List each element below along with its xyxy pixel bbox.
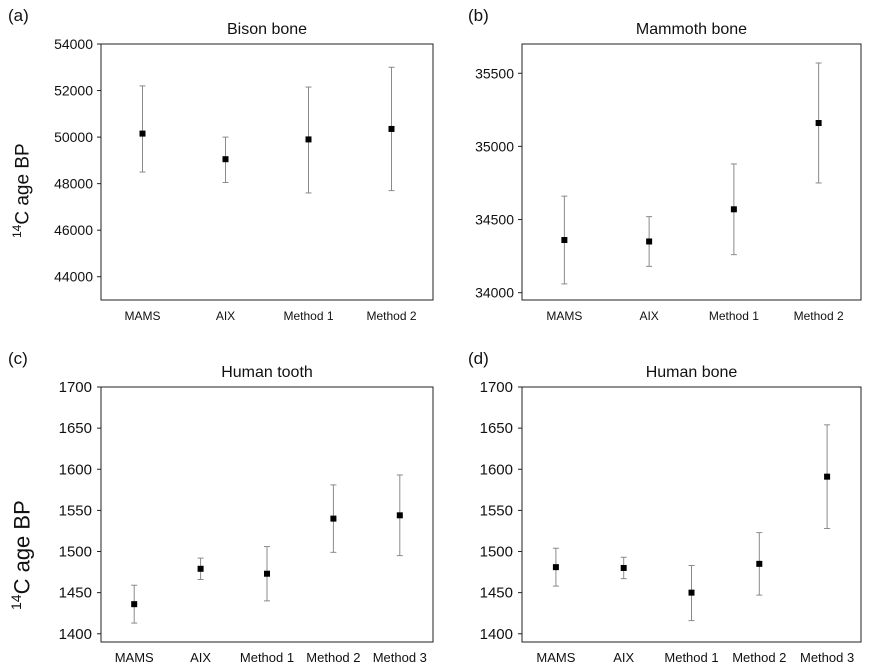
x-tick-label: Method 3 (373, 650, 427, 665)
x-tick-label: Method 1 (664, 650, 718, 665)
x-tick-label: AIX (216, 309, 235, 323)
data-point (561, 237, 568, 244)
y-tick-label: 50000 (54, 129, 93, 145)
y-tick-label: 1450 (59, 585, 92, 602)
x-tick-label: Method 2 (306, 650, 360, 665)
y-tick-label: 1700 (480, 379, 513, 396)
y-tick-label: 48000 (54, 176, 93, 192)
data-point (388, 125, 395, 132)
y-tick-label: 1650 (480, 420, 513, 437)
chart-title: Human tooth (221, 364, 313, 381)
y-tick-label: 1400 (480, 626, 513, 643)
y-tick-label: 34500 (475, 212, 514, 228)
data-point (222, 156, 229, 163)
y-tick-label: 1450 (480, 585, 513, 602)
y-tick-label: 54000 (54, 36, 93, 52)
y-tick-label: 1650 (59, 420, 92, 437)
plot-frame (100, 43, 434, 301)
data-point (131, 601, 138, 608)
x-tick-label: Method 2 (794, 309, 844, 323)
panel-label-d: (d) (468, 349, 489, 368)
data-point (620, 564, 627, 571)
y-tick-label: 35000 (475, 138, 514, 154)
data-point (305, 136, 312, 143)
x-tick-label: Method 1 (240, 650, 294, 665)
data-point (815, 119, 822, 126)
y-tick-label: 1550 (480, 502, 513, 519)
y-tick-label: 1600 (480, 461, 513, 478)
x-tick-label: MAMS (536, 650, 575, 665)
data-point (730, 206, 737, 213)
x-tick-label: Method 1 (709, 309, 759, 323)
data-point (824, 473, 831, 480)
plot-frame (521, 43, 862, 301)
data-point (552, 564, 559, 571)
data-point (688, 589, 695, 596)
x-tick-label: Method 1 (283, 309, 333, 323)
data-point (264, 570, 270, 577)
y-tick-label: 44000 (54, 269, 93, 285)
x-tick-label: MAMS (546, 309, 582, 323)
x-tick-label: AIX (613, 650, 634, 665)
panel-label-b: (b) (468, 6, 489, 25)
x-tick-label: Method 2 (366, 309, 416, 323)
y-tick-label: 46000 (54, 222, 93, 238)
data-point (396, 512, 403, 519)
panel-label-c: (c) (8, 349, 28, 368)
data-point (139, 130, 146, 137)
y-tick-label: 1400 (59, 626, 92, 643)
y-tick-label: 52000 (54, 83, 93, 99)
x-tick-label: AIX (639, 309, 658, 323)
x-tick-label: AIX (190, 650, 211, 665)
chart-title: Human bone (646, 364, 738, 381)
y-tick-label: 35500 (475, 65, 514, 81)
y-tick-label: 34000 (475, 285, 514, 301)
chart-title: Mammoth bone (636, 21, 747, 38)
y-tick-label: 1500 (59, 544, 92, 561)
x-tick-label: Method 2 (732, 650, 786, 665)
y-tick-label: 1600 (59, 461, 92, 478)
y-tick-label: 1500 (480, 544, 513, 561)
plot-frame (521, 386, 862, 643)
chart-title: Bison bone (227, 21, 307, 38)
data-point (756, 560, 763, 567)
data-point (330, 515, 337, 522)
x-tick-label: MAMS (125, 309, 161, 323)
panel-label-a: (a) (8, 6, 29, 25)
y-tick-label: 1700 (59, 379, 92, 396)
data-point (197, 565, 204, 572)
x-tick-label: Method 3 (800, 650, 854, 665)
x-tick-label: MAMS (115, 650, 154, 665)
y-tick-label: 1550 (59, 502, 92, 519)
plot-frame (100, 386, 434, 643)
data-point (646, 238, 653, 245)
